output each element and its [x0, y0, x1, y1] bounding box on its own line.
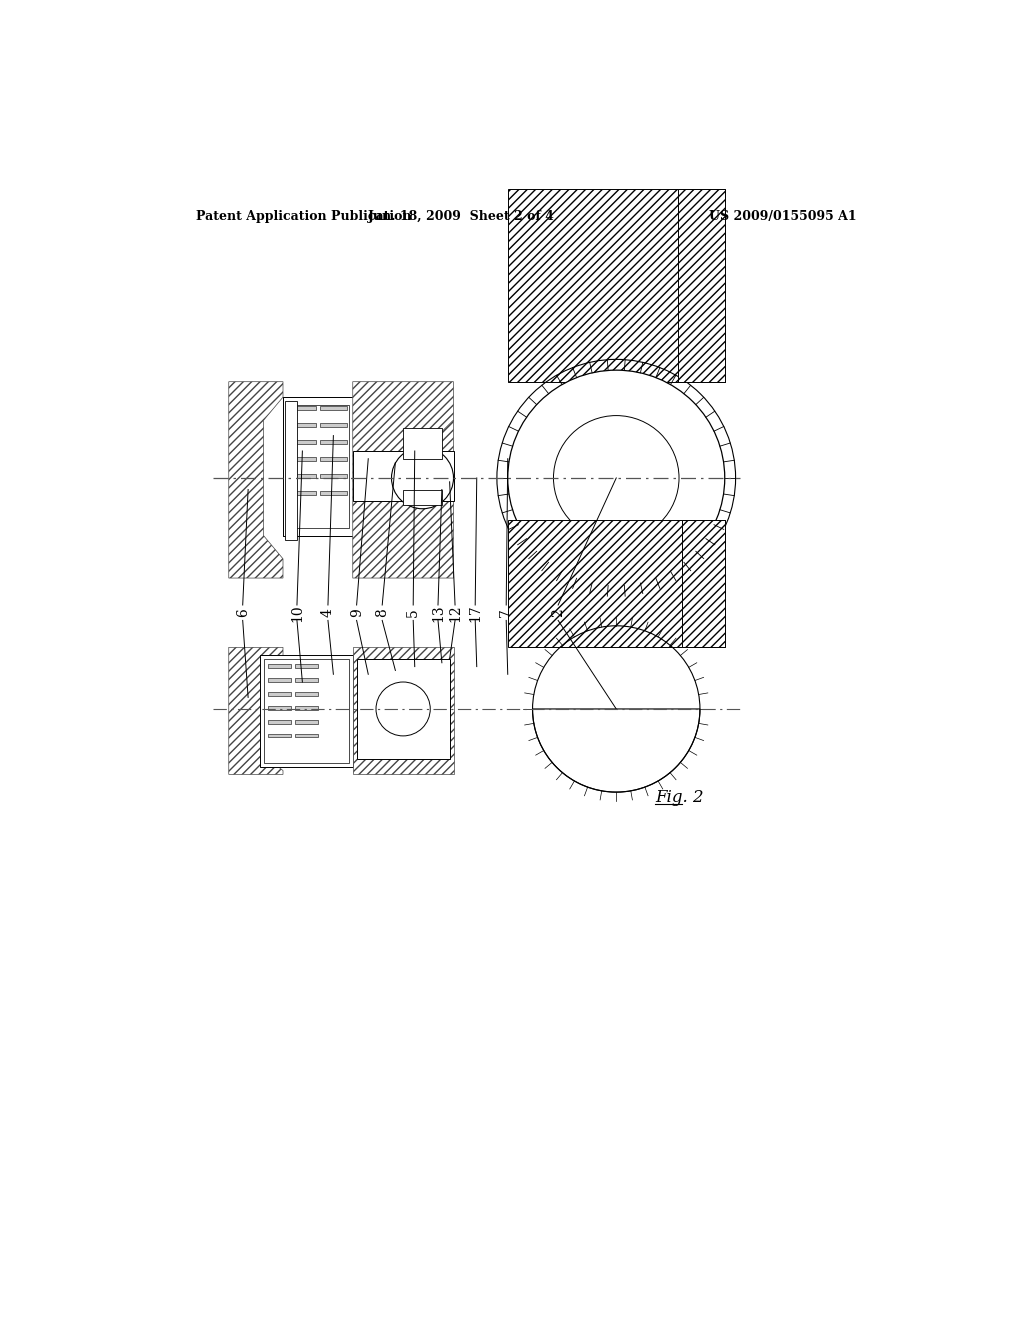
Bar: [295, 692, 317, 696]
Polygon shape: [352, 647, 454, 775]
Circle shape: [376, 682, 430, 737]
Text: 2: 2: [551, 609, 565, 616]
Bar: [295, 678, 317, 682]
Polygon shape: [352, 381, 454, 490]
Bar: [295, 664, 317, 668]
Polygon shape: [228, 647, 283, 775]
Text: Jun. 18, 2009  Sheet 2 of 4: Jun. 18, 2009 Sheet 2 of 4: [368, 210, 555, 223]
Bar: [267, 692, 291, 696]
Bar: [295, 719, 317, 723]
Circle shape: [554, 416, 679, 540]
Bar: [267, 678, 291, 682]
Bar: [321, 457, 347, 461]
Bar: [289, 441, 316, 444]
Bar: [267, 734, 291, 738]
Bar: [352, 451, 454, 502]
Text: 6: 6: [236, 609, 250, 616]
Bar: [267, 706, 291, 710]
Bar: [295, 734, 317, 738]
Bar: [295, 706, 317, 710]
Text: 9: 9: [349, 609, 364, 616]
Circle shape: [508, 370, 725, 586]
Polygon shape: [228, 381, 283, 578]
Text: Fig. 2: Fig. 2: [655, 789, 703, 807]
Bar: [289, 474, 316, 478]
Bar: [403, 428, 442, 459]
Bar: [289, 457, 316, 461]
Bar: [356, 659, 450, 759]
Text: 7: 7: [500, 609, 513, 618]
Bar: [682, 520, 725, 647]
Bar: [321, 407, 347, 411]
Text: 5: 5: [407, 609, 420, 616]
Text: Patent Application Publication: Patent Application Publication: [197, 210, 412, 223]
Bar: [321, 441, 347, 444]
Bar: [283, 397, 352, 536]
Polygon shape: [352, 420, 454, 578]
Text: 8: 8: [375, 609, 389, 616]
Bar: [289, 491, 316, 495]
Bar: [260, 655, 352, 767]
Text: 17: 17: [468, 603, 482, 622]
Bar: [267, 719, 291, 723]
Bar: [289, 407, 316, 411]
Circle shape: [391, 447, 454, 508]
Bar: [286, 401, 297, 540]
Bar: [508, 520, 725, 647]
Bar: [508, 189, 725, 381]
Text: 12: 12: [449, 603, 462, 622]
Bar: [403, 490, 442, 506]
Bar: [283, 397, 352, 536]
Polygon shape: [532, 709, 700, 792]
Bar: [289, 424, 316, 428]
Bar: [287, 405, 349, 528]
Bar: [267, 664, 291, 668]
Bar: [321, 424, 347, 428]
Bar: [678, 189, 725, 381]
Bar: [321, 491, 347, 495]
Text: 4: 4: [321, 609, 335, 618]
Text: 13: 13: [431, 603, 445, 622]
Bar: [263, 659, 349, 763]
Text: US 2009/0155095 A1: US 2009/0155095 A1: [709, 210, 856, 223]
Bar: [321, 474, 347, 478]
Text: 10: 10: [290, 603, 304, 622]
